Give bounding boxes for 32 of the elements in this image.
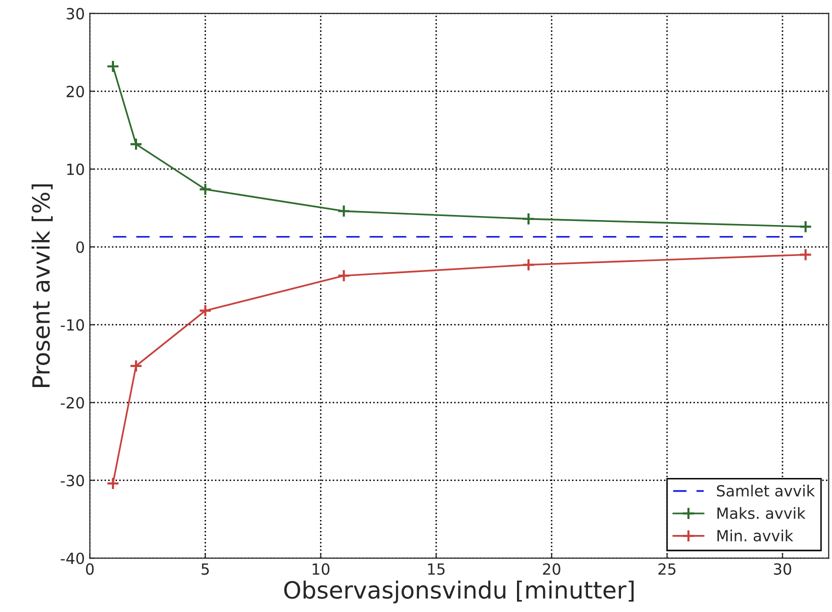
y-tick-label: 10 xyxy=(67,164,84,176)
y-axis-title: Prosent avvik [%] xyxy=(32,184,53,387)
point xyxy=(198,182,212,196)
point xyxy=(106,476,120,490)
x-tick-label: 10 xyxy=(312,563,330,575)
x-tick-label: 0 xyxy=(86,563,94,575)
legend-label: Samlet avvik xyxy=(716,484,815,497)
x-tick-label: 25 xyxy=(658,563,676,575)
y-tick-label: 20 xyxy=(66,86,84,98)
x-tick-label: 20 xyxy=(543,563,560,575)
x-tick-label: 5 xyxy=(202,563,209,575)
x-tick-label: 30 xyxy=(774,563,792,575)
y-tick-label: -40 xyxy=(60,552,84,564)
point xyxy=(337,204,350,218)
point xyxy=(337,269,350,282)
y-tick-label: -10 xyxy=(60,319,84,331)
point xyxy=(129,359,143,373)
point xyxy=(522,258,536,272)
y-tick-label: 0 xyxy=(76,241,84,253)
y-tick-label: -20 xyxy=(60,396,84,409)
y-tick-label: -30 xyxy=(60,474,84,486)
legend-label: Min. avvik xyxy=(717,530,794,542)
point xyxy=(798,248,812,262)
point xyxy=(106,60,120,73)
point xyxy=(129,138,143,151)
x-axis-title: Observasjonsvindu [minutter] xyxy=(284,580,634,604)
legend-label: Maks. avvik xyxy=(717,507,806,520)
point xyxy=(198,304,212,318)
y-tick-label: 30 xyxy=(66,8,84,20)
point xyxy=(522,212,536,226)
point xyxy=(798,220,812,234)
x-tick-label: 15 xyxy=(428,563,445,575)
